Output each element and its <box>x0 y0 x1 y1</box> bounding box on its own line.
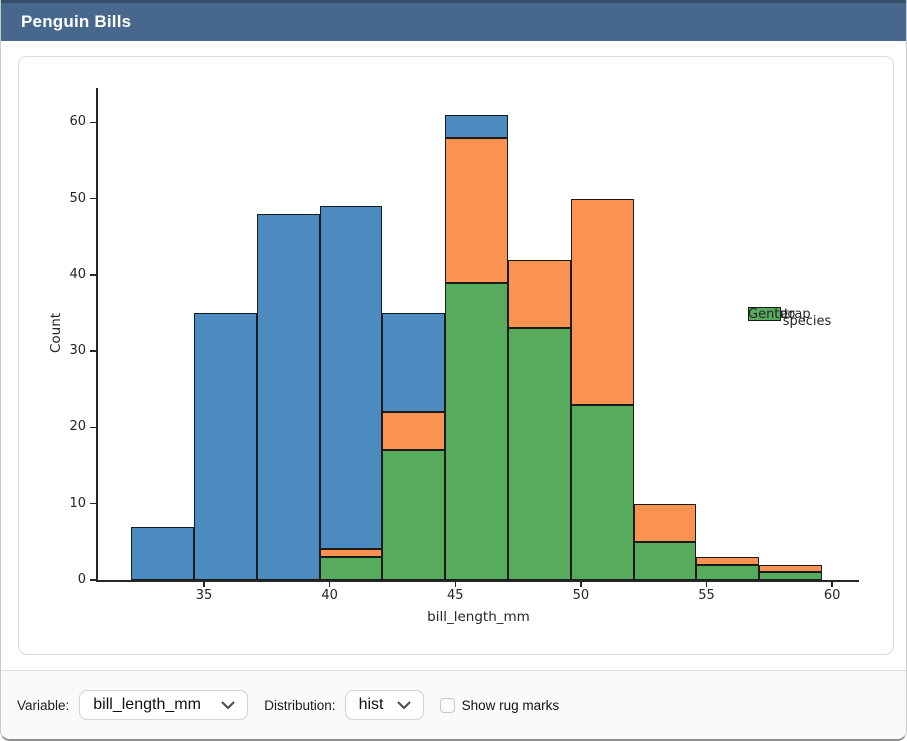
distribution-select[interactable]: hist <box>344 690 424 720</box>
titlebar-accent-strip <box>1 0 906 3</box>
show-rug-checkbox[interactable] <box>439 697 455 713</box>
chevron-down-icon <box>397 701 411 710</box>
distribution-select-value: hist <box>358 696 384 713</box>
app-title: Penguin Bills <box>21 12 132 31</box>
show-rug-label: Show rug marks <box>461 697 560 713</box>
distribution-label: Distribution: <box>264 697 336 713</box>
control-bar: Variable: bill_length_mm Distribution: h… <box>1 670 906 739</box>
title-bar: Penguin Bills <box>1 0 906 41</box>
chart-card <box>18 56 894 655</box>
chevron-down-icon <box>221 701 235 710</box>
variable-label: Variable: <box>17 697 70 713</box>
variable-select-value: bill_length_mm <box>93 696 201 713</box>
variable-select[interactable]: bill_length_mm <box>79 690 249 720</box>
